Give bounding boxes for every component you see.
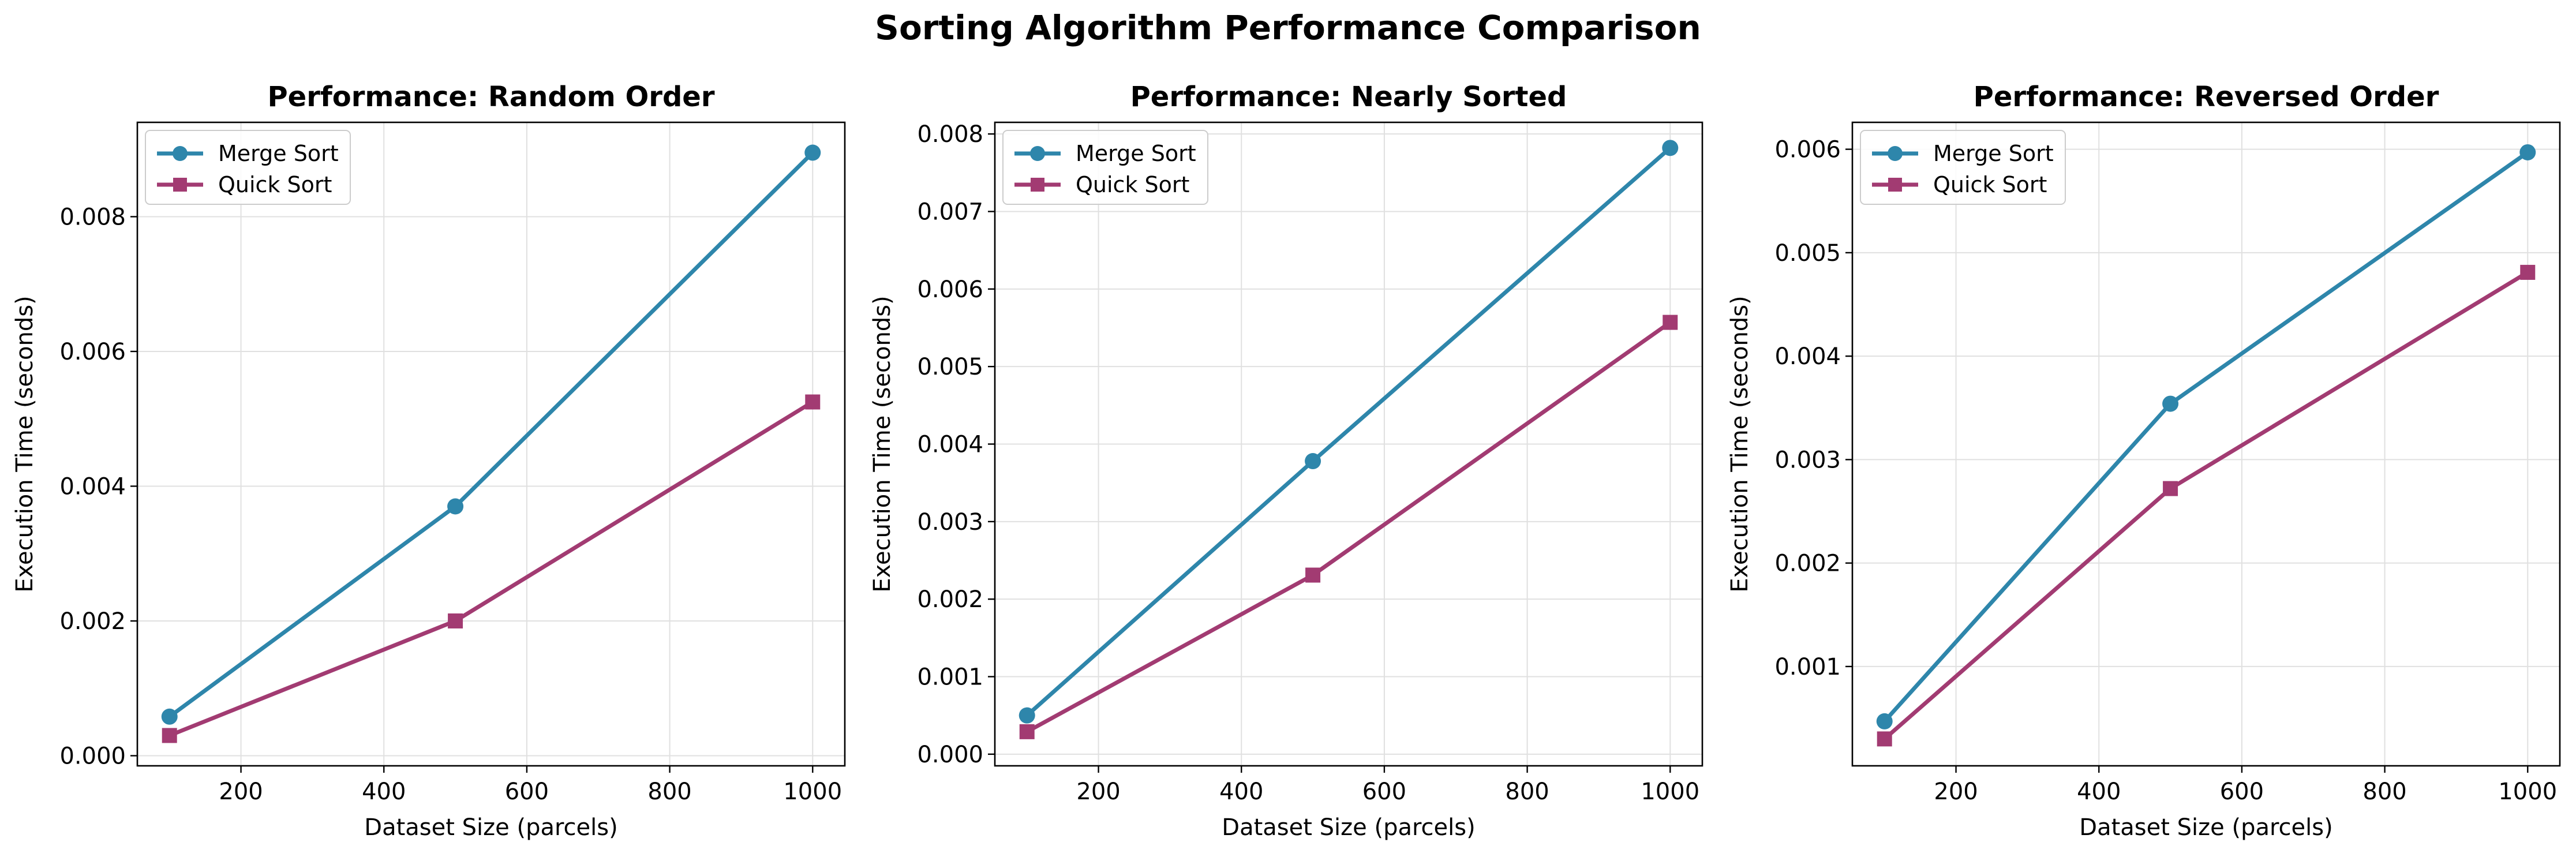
data-point-quick-sort (1019, 724, 1035, 739)
plot-frame (136, 121, 846, 767)
x-tick-label: 1000 (2498, 779, 2557, 805)
legend-label: Quick Sort (218, 172, 332, 197)
data-point-quick-sort (162, 728, 177, 743)
data-point-merge-sort (1019, 707, 1035, 724)
legend-label: Merge Sort (218, 141, 339, 166)
panel-title: Performance: Nearly Sorted (1130, 81, 1567, 113)
y-axis-label: Execution Time (seconds) (869, 295, 896, 592)
legend-label: Merge Sort (1933, 141, 2054, 166)
y-tick-label: 0.003 (1774, 447, 1841, 473)
data-point-merge-sort (2162, 395, 2179, 412)
y-tick-label: 0.002 (917, 586, 983, 613)
panel-title: Performance: Reversed Order (1974, 81, 2439, 113)
y-tick-label: 0.002 (1774, 551, 1841, 577)
y-axis-label: Execution Time (seconds) (1727, 295, 1753, 592)
data-point-quick-sort (2163, 481, 2178, 496)
data-point-quick-sort (1877, 731, 1892, 747)
x-tick-label: 400 (1219, 779, 1263, 805)
legend-label: Merge Sort (1076, 141, 1196, 166)
legend-marker-square (1888, 178, 1902, 192)
legend-label: Quick Sort (1076, 172, 1189, 197)
legend-marker-square (173, 178, 187, 192)
y-tick-label: 0.000 (59, 743, 126, 769)
y-tick-label: 0.005 (917, 354, 983, 380)
y-tick-label: 0.008 (59, 204, 126, 230)
x-tick-label: 600 (2220, 779, 2264, 805)
y-tick-label: 0.006 (59, 339, 126, 365)
chart-panel-2: 200 400 600 800 1000 0.000 0.001 0.002 0.003 0.00… (869, 81, 1703, 841)
x-tick-label: 800 (2362, 779, 2406, 805)
x-tick-label: 200 (1934, 779, 1978, 805)
data-point-merge-sort (2519, 144, 2536, 160)
data-point-quick-sort (805, 394, 821, 410)
x-tick-label: 200 (219, 779, 263, 805)
y-tick-label: 0.004 (1774, 343, 1841, 370)
data-point-quick-sort (1663, 315, 1678, 330)
data-point-quick-sort (2520, 264, 2536, 280)
legend-marker-circle (1888, 146, 1903, 161)
y-tick-label: 0.006 (1774, 137, 1841, 163)
y-tick-label: 0.005 (1774, 240, 1841, 267)
plot-frame (1851, 121, 2561, 767)
data-point-quick-sort (448, 613, 463, 628)
data-point-merge-sort (161, 708, 178, 725)
chart-panels: 200 400 600 800 1000 0.000 0.002 0.004 0.006 0.00… (12, 81, 2561, 841)
legend-marker-circle (1030, 146, 1045, 161)
y-tick-label: 0.007 (917, 199, 983, 225)
y-tick-label: 0.000 (917, 742, 983, 768)
y-tick-label: 0.003 (917, 509, 983, 536)
y-tick-label: 0.008 (917, 121, 983, 148)
y-tick-label: 0.001 (1774, 654, 1841, 680)
figure-title: Sorting Algorithm Performance Comparison (875, 8, 1701, 47)
data-point-merge-sort (1305, 453, 1321, 470)
x-axis-label: Dataset Size (parcels) (2079, 814, 2332, 841)
legend-marker-square (1031, 178, 1044, 192)
chart-panel-1: 200 400 600 800 1000 0.000 0.002 0.004 0.006 0.00… (12, 81, 846, 841)
data-point-merge-sort (447, 498, 464, 515)
x-tick-label: 800 (647, 779, 691, 805)
panel-title: Performance: Random Order (267, 81, 714, 113)
y-axis-label: Execution Time (seconds) (12, 295, 38, 592)
y-tick-label: 0.002 (59, 608, 126, 635)
chart-panel-3: 200 400 600 800 1000 0.001 0.002 0.003 0.004 0.00… (1727, 81, 2561, 841)
y-tick-label: 0.001 (917, 664, 983, 691)
x-tick-label: 1000 (1641, 779, 1699, 805)
x-tick-label: 600 (505, 779, 549, 805)
y-tick-label: 0.004 (59, 473, 126, 500)
y-tick-label: 0.004 (917, 432, 983, 458)
data-point-merge-sort (1876, 713, 1893, 729)
legend-marker-circle (173, 146, 188, 161)
y-tick-label: 0.006 (917, 276, 983, 303)
x-tick-label: 800 (1505, 779, 1549, 805)
x-tick-label: 400 (362, 779, 406, 805)
data-point-merge-sort (1662, 140, 1679, 156)
data-point-merge-sort (804, 144, 821, 161)
x-tick-label: 1000 (783, 779, 842, 805)
data-point-quick-sort (1305, 567, 1321, 583)
x-axis-label: Dataset Size (parcels) (364, 814, 617, 841)
x-tick-label: 400 (2077, 779, 2121, 805)
x-axis-label: Dataset Size (parcels) (1222, 814, 1475, 841)
x-tick-label: 200 (1076, 779, 1120, 805)
plot-frame (994, 121, 1703, 767)
x-tick-label: 600 (1362, 779, 1406, 805)
legend-label: Quick Sort (1933, 172, 2047, 197)
